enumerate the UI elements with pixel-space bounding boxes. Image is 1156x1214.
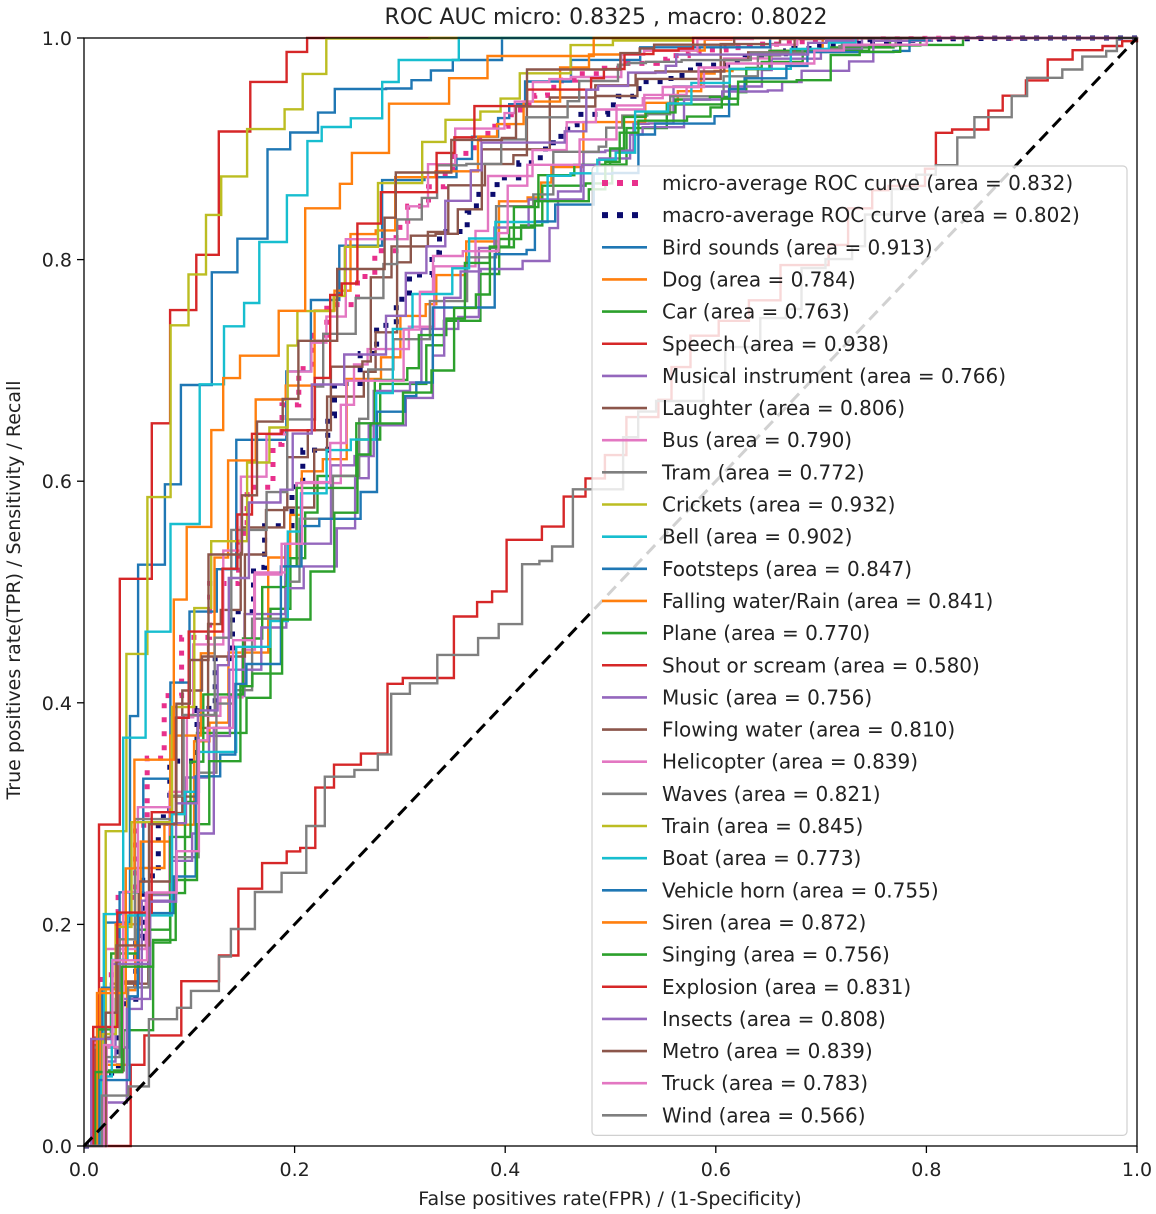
- legend-label: Laughter (area = 0.806): [662, 396, 905, 420]
- y-axis-label: True positives rate(TPR) / Sensitivity /…: [3, 380, 25, 800]
- legend-label: Insects (area = 0.808): [662, 1007, 886, 1031]
- legend-label: Bus (area = 0.790): [662, 428, 852, 452]
- legend-label: Metro (area = 0.839): [662, 1039, 873, 1063]
- legend-label: Speech (area = 0.938): [662, 332, 889, 356]
- legend-label: Crickets (area = 0.932): [662, 493, 895, 517]
- legend-label: Truck (area = 0.783): [661, 1071, 868, 1095]
- legend-label: Helicopter (area = 0.839): [662, 750, 918, 774]
- legend-label: Explosion (area = 0.831): [662, 975, 911, 999]
- legend-label: Dog (area = 0.784): [662, 267, 856, 291]
- x-tick-label: 1.0: [1122, 1159, 1152, 1181]
- y-tick-label: 0.2: [42, 914, 72, 936]
- y-tick-label: 0.6: [42, 471, 72, 493]
- y-tick-label: 0.4: [42, 693, 72, 715]
- x-tick-label: 0.2: [279, 1159, 309, 1181]
- legend-label: Falling water/Rain (area = 0.841): [662, 589, 993, 613]
- x-tick-label: 0.8: [911, 1159, 941, 1181]
- legend-label: Boat (area = 0.773): [662, 846, 861, 870]
- legend-label: Tram (area = 0.772): [661, 460, 865, 484]
- roc-curve: [82, 36, 1139, 1148]
- legend-box: [591, 165, 1128, 1136]
- x-tick-label: 0.4: [490, 1159, 520, 1181]
- legend-label: Plane (area = 0.770): [662, 621, 870, 645]
- y-axis: 0.0 0.2 0.4 0.6 0.8 1.0: [42, 28, 84, 1158]
- legend-label: Musical instrument (area = 0.766): [662, 364, 1006, 388]
- plot-frame: [83, 37, 1138, 1147]
- x-tick-label: 0.6: [701, 1159, 731, 1181]
- roc-curve: [82, 36, 1139, 1148]
- legend-label: micro-average ROC curve (area = 0.832): [662, 171, 1073, 195]
- legend-label: Footsteps (area = 0.847): [662, 557, 912, 581]
- roc-curve: [82, 36, 1139, 1148]
- legend-label: Shout or scream (area = 0.580): [662, 653, 980, 677]
- y-tick-label: 1.0: [42, 28, 72, 50]
- roc-curve: [82, 36, 1139, 1148]
- x-axis-label: False positives rate(FPR) / (1-Specifici…: [418, 1188, 801, 1210]
- legend-label: Bell (area = 0.902): [662, 525, 852, 549]
- legend-label: Bird sounds (area = 0.913): [662, 235, 933, 259]
- legend-label: Vehicle horn (area = 0.755): [662, 878, 939, 902]
- y-tick-label: 0.8: [42, 250, 72, 272]
- x-tick-label: 0.0: [69, 1159, 99, 1181]
- roc-curve: [84, 35, 1137, 1149]
- legend-label: Car (area = 0.763): [662, 300, 850, 324]
- legend-label: Train (area = 0.845): [661, 814, 863, 838]
- legend-label: Waves (area = 0.821): [662, 782, 881, 806]
- legend-label: Singing (area = 0.756): [662, 943, 890, 967]
- y-tick-label: 0.0: [42, 1136, 72, 1158]
- legend-label: macro-average ROC curve (area = 0.802): [662, 203, 1080, 227]
- legend: micro-average ROC curve (area = 0.832) ma…: [591, 165, 1128, 1136]
- chart-title: ROC AUC micro: 0.8325 , macro: 0.8022: [385, 5, 828, 30]
- x-axis: 0.0 0.2 0.4 0.6 0.8 1.0: [69, 1146, 1152, 1181]
- legend-label: Wind (area = 0.566): [662, 1103, 866, 1127]
- legend-label: Music (area = 0.756): [662, 685, 872, 709]
- legend-label: Siren (area = 0.872): [662, 910, 866, 934]
- legend-label: Flowing water (area = 0.810): [662, 718, 955, 742]
- roc-curve: [82, 36, 1139, 1148]
